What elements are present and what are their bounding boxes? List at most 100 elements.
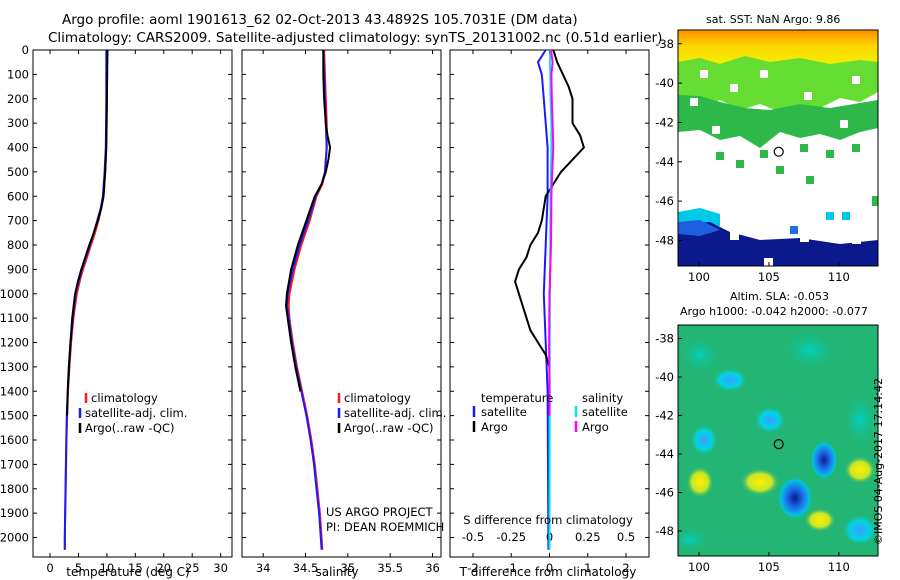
ytick-label: 200 bbox=[7, 92, 29, 106]
legend3-temp-argo-label: Argo bbox=[481, 420, 508, 434]
temperature-xlabel: temperature (deg C) bbox=[66, 565, 189, 579]
ytick-label: 2000 bbox=[0, 531, 29, 545]
ytick-label: 1400 bbox=[0, 384, 29, 398]
xtick-label: 30 bbox=[213, 561, 228, 575]
xtick-label: 5 bbox=[75, 561, 82, 575]
map-ytick-label: -42 bbox=[655, 408, 674, 422]
xtick-label: 35.5 bbox=[377, 561, 403, 575]
xtick-label: 0 bbox=[546, 561, 553, 575]
ytick-label: 500 bbox=[7, 165, 29, 179]
legend3-sal-argo-label: Argo bbox=[582, 420, 609, 434]
ytick-label: 1600 bbox=[0, 433, 29, 447]
legend-climatology-label: climatology bbox=[91, 391, 158, 405]
map-ytick-label: -44 bbox=[655, 447, 674, 461]
sst-map-title: sat. SST: NaN Argo: 9.86 bbox=[706, 13, 841, 26]
map-ytick-label: -40 bbox=[655, 370, 674, 384]
figure-title-line1: Argo profile: aoml 1901613_62 02-Oct-201… bbox=[62, 12, 578, 28]
map-xtick-label: 100 bbox=[688, 270, 710, 284]
imos-watermark: ©IMOS 04-Aug-2017 17:14:42 bbox=[872, 378, 885, 545]
ytick-label: 1700 bbox=[0, 457, 29, 471]
sla-map-title: Altim. SLA: -0.053 bbox=[730, 290, 830, 303]
ytick-label: 1200 bbox=[0, 336, 29, 350]
xtick-top-label: -0.5 bbox=[462, 530, 484, 544]
difference-xlabel: T difference from climatology bbox=[459, 565, 637, 579]
figure-title-line2: Climatology: CARS2009. Satellite-adjuste… bbox=[48, 30, 663, 46]
map-xtick-label: 105 bbox=[758, 270, 780, 284]
ytick-label: 100 bbox=[7, 67, 29, 81]
xtick-label: 1 bbox=[584, 561, 591, 575]
xtick-label: -2 bbox=[467, 561, 478, 575]
ytick-label: 1100 bbox=[0, 311, 29, 325]
xtick-label: 34 bbox=[256, 561, 271, 575]
ytick-label: 1000 bbox=[0, 287, 29, 301]
map-ytick-label: -42 bbox=[655, 115, 674, 129]
legend2-satellite-label: satellite-adj. clim. bbox=[344, 406, 446, 420]
xtick-label: 0 bbox=[46, 561, 53, 575]
series-satellite-adj-clim- bbox=[285, 49, 328, 550]
series-climatology bbox=[287, 49, 328, 550]
ytick-label: 400 bbox=[7, 141, 29, 155]
ytick-label: 300 bbox=[7, 116, 29, 130]
map-ytick-label: -46 bbox=[655, 194, 674, 208]
credit-line2: PI: DEAN ROEMMICH bbox=[326, 520, 444, 534]
series-climatology bbox=[63, 50, 108, 550]
map-ytick-label: -48 bbox=[655, 524, 674, 538]
sla-map-frame bbox=[677, 324, 879, 557]
map-ytick-label: -48 bbox=[655, 233, 674, 247]
series-temperature-argo bbox=[514, 49, 585, 416]
ytick-label: 800 bbox=[7, 238, 29, 252]
ytick-label: 0 bbox=[22, 43, 29, 57]
temperature-axes-frame bbox=[32, 49, 233, 558]
sst-float-marker bbox=[773, 146, 784, 157]
salinity-xlabel: salinity bbox=[315, 565, 358, 579]
ytick-label: 1900 bbox=[0, 506, 29, 520]
ytick-label: 700 bbox=[7, 214, 29, 228]
ytick-label: 600 bbox=[7, 189, 29, 203]
map-xtick-label: 110 bbox=[828, 560, 850, 574]
map-ytick-label: -40 bbox=[655, 76, 674, 90]
map-xtick-label: 105 bbox=[758, 560, 780, 574]
sst-map-frame bbox=[677, 29, 879, 267]
legend3-salinity-heading: salinity bbox=[582, 391, 623, 405]
ytick-label: 900 bbox=[7, 262, 29, 276]
difference-top-xlabel: S difference from climatology bbox=[463, 513, 633, 527]
legend2-climatology-label: climatology bbox=[344, 391, 411, 405]
map-ytick-label: -44 bbox=[655, 155, 674, 169]
xtick-label: 2 bbox=[622, 561, 629, 575]
xtick-label: 35 bbox=[341, 561, 356, 575]
credit-line1: US ARGO PROJECT bbox=[326, 505, 434, 519]
xtick-label: 25 bbox=[185, 561, 200, 575]
sla-map-subtitle: Argo h1000: -0.042 h2000: -0.077 bbox=[680, 305, 868, 318]
map-ytick-label: -38 bbox=[655, 331, 674, 345]
series-argo-raw-qc- bbox=[285, 50, 332, 392]
xtick-top-label: 0.25 bbox=[575, 530, 601, 544]
series-argo-raw-qc- bbox=[66, 49, 109, 416]
xtick-top-label: 0.5 bbox=[617, 530, 635, 544]
legend3-temp-satellite-label: satellite bbox=[481, 405, 527, 419]
ytick-label: 1300 bbox=[0, 360, 29, 374]
legend-argo-label: Argo(..raw -QC) bbox=[85, 421, 175, 435]
map-ytick-label: -38 bbox=[655, 37, 674, 51]
map-xtick-label: 100 bbox=[688, 560, 710, 574]
legend2-argo-label: Argo(..raw -QC) bbox=[344, 421, 434, 435]
map-ytick-label: -46 bbox=[655, 485, 674, 499]
xtick-top-label: -0.25 bbox=[496, 530, 526, 544]
legend-satellite-label: satellite-adj. clim. bbox=[85, 406, 187, 420]
map-xtick-label: 110 bbox=[828, 270, 850, 284]
sla-map-image bbox=[678, 325, 878, 556]
series-satellite-adj-clim- bbox=[63, 50, 108, 550]
xtick-label: 10 bbox=[100, 561, 115, 575]
ytick-label: 1500 bbox=[0, 409, 29, 423]
legend3-temperature-heading: temperature bbox=[481, 391, 553, 405]
xtick-label: -1 bbox=[505, 561, 516, 575]
series-temperature-satellite bbox=[537, 49, 550, 550]
xtick-label: 20 bbox=[156, 561, 171, 575]
salinity-axes-frame bbox=[241, 49, 442, 558]
sla-float-marker bbox=[773, 439, 784, 450]
sst-map-image bbox=[678, 30, 878, 266]
xtick-label: 15 bbox=[128, 561, 143, 575]
series-salinity-argo bbox=[548, 49, 555, 416]
ytick-label: 1800 bbox=[0, 482, 29, 496]
xtick-label: 36 bbox=[425, 561, 440, 575]
